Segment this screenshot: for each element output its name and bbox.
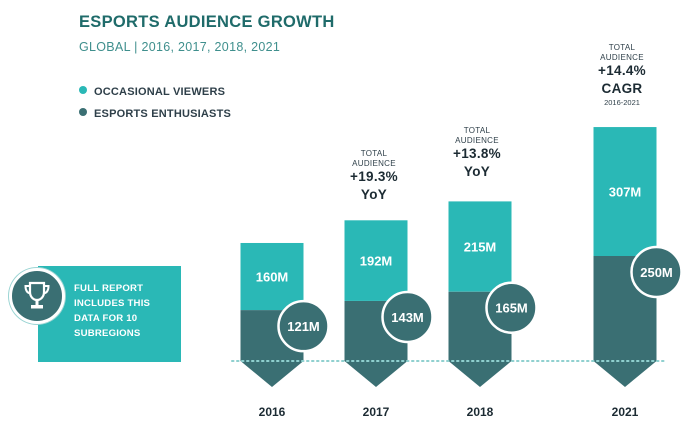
- x-tick-label-2018: 2018: [467, 405, 494, 419]
- annotation-unit: CAGR: [601, 81, 643, 96]
- annotation-unit: YoY: [463, 164, 491, 179]
- annotation-period: 2016-2021: [604, 98, 640, 107]
- x-tick-label-2021: 2021: [612, 405, 639, 419]
- callout-line: FULL REPORT: [74, 283, 144, 294]
- value-circle-enthusiasts-2017: [381, 290, 434, 344]
- callout-line: DATA FOR 10: [74, 313, 138, 324]
- value-label-occasional-2021: 307M: [609, 185, 642, 200]
- chart-subtitle: GLOBAL | 2016, 2017, 2018, 2021: [79, 40, 281, 54]
- chart-title: ESPORTS AUDIENCE GROWTH: [79, 13, 335, 31]
- value-label-enthusiasts-2021: 250M: [640, 265, 673, 280]
- value-label-enthusiasts-2018: 165M: [495, 301, 528, 316]
- annotation-value: +14.4%: [598, 63, 646, 78]
- annotation-value: +13.8%: [453, 146, 501, 161]
- value-circle-enthusiasts-2018: [485, 281, 538, 334]
- annotation-label: AUDIENCE: [455, 135, 499, 145]
- legend-label-enthusiasts: ESPORTS ENTHUSIASTS: [94, 108, 232, 120]
- annotation-2017: TOTAL AUDIENCE +19.3% YoY: [334, 149, 414, 204]
- callout-line: SUBREGIONS: [74, 328, 141, 339]
- annotation-2018: TOTAL AUDIENCE +13.8% YoY: [437, 126, 517, 181]
- bar-occasional-2018: [448, 201, 512, 292]
- annotation-label: AUDIENCE: [352, 158, 396, 168]
- annotation-unit: YoY: [360, 187, 388, 202]
- annotation-value: +19.3%: [350, 169, 398, 184]
- value-label-enthusiasts-2016: 121M: [287, 319, 320, 334]
- value-label-occasional-2018: 215M: [464, 240, 497, 255]
- x-tick-label-2016: 2016: [259, 405, 286, 419]
- annotation-label: TOTAL: [360, 149, 388, 158]
- value-label-occasional-2016: 160M: [256, 270, 289, 285]
- annotation-2021: TOTAL AUDIENCE +14.4% CAGR 2016-2021: [582, 43, 662, 107]
- legend-item-enthusiasts: ESPORTS ENTHUSIASTS: [79, 108, 231, 120]
- bar-occasional-2016: [240, 242, 304, 311]
- legend-swatch-occasional: [79, 86, 87, 94]
- annotation-label: AUDIENCE: [600, 52, 644, 62]
- legend-item-occasional: OCCASIONAL VIEWERS: [79, 86, 225, 98]
- bar-occasional-2017: [344, 220, 408, 301]
- value-circle-enthusiasts-2016: [277, 299, 330, 353]
- report-callout[interactable]: [38, 266, 181, 362]
- callout-text: FULL REPORT INCLUDES THIS DATA FOR 10 SU…: [74, 281, 174, 341]
- legend-swatch-enthusiasts: [79, 108, 87, 116]
- trophy-icon: [24, 281, 50, 309]
- x-tick-label-2017: 2017: [363, 405, 390, 419]
- value-label-enthusiasts-2017: 143M: [391, 310, 424, 325]
- report-badge: [9, 268, 65, 324]
- legend-label-occasional: OCCASIONAL VIEWERS: [94, 86, 226, 98]
- annotation-label: TOTAL: [608, 43, 636, 52]
- value-circle-enthusiasts-2021: [630, 245, 683, 299]
- bar-occasional-2021: [593, 127, 657, 256]
- annotation-label: TOTAL: [463, 126, 491, 135]
- value-label-occasional-2017: 192M: [360, 254, 393, 269]
- callout-line: INCLUDES THIS: [74, 298, 151, 309]
